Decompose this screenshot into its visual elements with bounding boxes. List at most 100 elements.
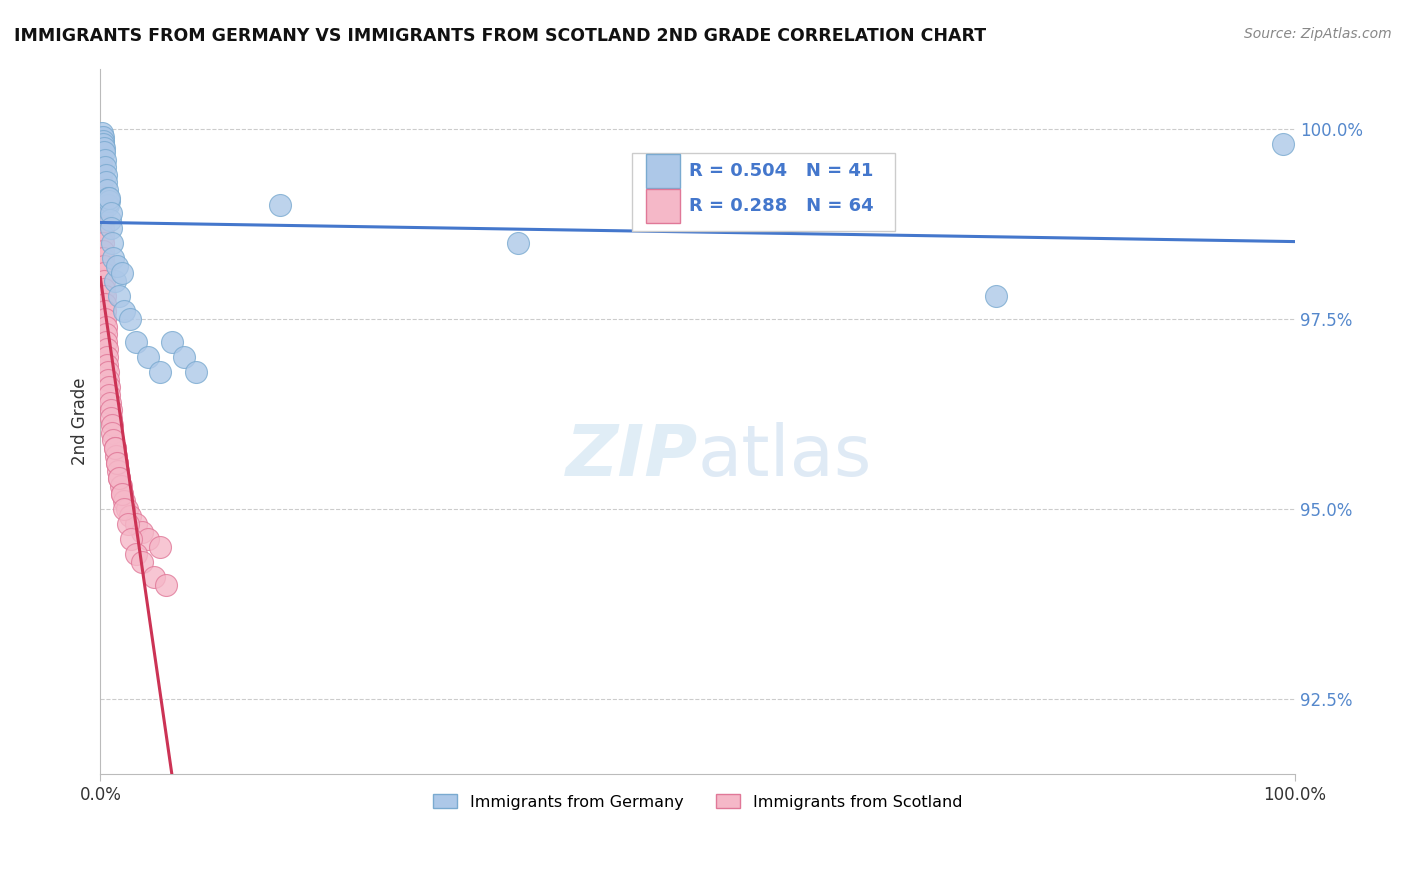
Point: [98, 388, 121, 402]
Point: [1272, 137, 1295, 152]
Point: [90, 175, 112, 189]
Point: [100, 221, 122, 235]
Point: [108, 289, 131, 303]
Point: [136, 350, 159, 364]
Text: atlas: atlas: [697, 422, 872, 491]
Point: [93, 267, 115, 281]
Point: [105, 456, 128, 470]
Point: [110, 479, 132, 493]
Point: [90, 137, 112, 152]
Point: [111, 267, 134, 281]
Point: [91, 129, 114, 144]
Point: [90, 145, 112, 159]
Point: [131, 524, 153, 539]
Point: [97, 198, 120, 212]
Point: [155, 577, 177, 591]
Point: [269, 198, 291, 212]
Point: [101, 425, 124, 440]
Point: [98, 395, 121, 409]
Point: [125, 334, 148, 349]
Point: [131, 555, 153, 569]
Point: [90, 134, 112, 148]
Point: [96, 183, 118, 197]
Point: [96, 358, 118, 372]
Legend: Immigrants from Germany, Immigrants from Scotland: Immigrants from Germany, Immigrants from…: [427, 788, 969, 816]
Point: [94, 327, 117, 342]
Point: [149, 540, 172, 554]
Point: [104, 441, 127, 455]
Point: [96, 190, 118, 204]
Point: [91, 137, 114, 152]
Point: [93, 274, 115, 288]
Point: [97, 373, 120, 387]
Point: [173, 350, 195, 364]
Point: [105, 259, 128, 273]
Point: [93, 259, 115, 273]
Point: [96, 175, 118, 189]
Point: [91, 137, 114, 152]
Point: [105, 456, 128, 470]
Point: [94, 304, 117, 318]
Point: [108, 471, 131, 485]
Point: [91, 206, 114, 220]
Point: [90, 198, 112, 212]
Point: [96, 365, 118, 379]
Point: [115, 501, 138, 516]
Point: [143, 570, 166, 584]
Point: [184, 365, 207, 379]
Point: [100, 403, 122, 417]
Point: [100, 206, 122, 220]
Point: [94, 160, 117, 174]
Point: [986, 289, 1008, 303]
Point: [93, 282, 115, 296]
Point: [103, 434, 125, 448]
Point: [120, 509, 142, 524]
Point: [104, 441, 127, 455]
Point: [108, 471, 131, 485]
Point: [98, 190, 121, 204]
Point: [112, 494, 135, 508]
Point: [160, 334, 183, 349]
Point: [117, 516, 139, 531]
Point: [90, 129, 112, 144]
Point: [91, 213, 114, 227]
Point: [107, 464, 129, 478]
Point: [93, 153, 115, 167]
Point: [100, 418, 122, 433]
Point: [91, 126, 114, 140]
Point: [90, 190, 112, 204]
Point: [120, 532, 142, 546]
Point: [91, 221, 114, 235]
Point: [103, 252, 125, 266]
FancyBboxPatch shape: [631, 153, 894, 231]
Point: [94, 319, 117, 334]
Y-axis label: 2nd Grade: 2nd Grade: [72, 377, 89, 466]
Point: [94, 297, 117, 311]
Point: [91, 228, 114, 243]
Text: R = 0.288   N = 64: R = 0.288 N = 64: [689, 197, 875, 215]
Point: [149, 365, 172, 379]
Point: [97, 194, 120, 209]
Point: [98, 213, 121, 227]
Point: [94, 168, 117, 182]
Point: [125, 516, 148, 531]
Point: [96, 343, 118, 357]
Text: R = 0.504   N = 41: R = 0.504 N = 41: [689, 161, 873, 180]
Text: ZIP: ZIP: [565, 422, 697, 491]
Point: [104, 274, 127, 288]
Point: [101, 236, 124, 251]
Point: [97, 380, 120, 394]
Point: [104, 449, 127, 463]
Point: [111, 486, 134, 500]
Point: [90, 160, 112, 174]
Bar: [647, 189, 679, 223]
Point: [90, 168, 112, 182]
Point: [96, 334, 118, 349]
Point: [112, 304, 135, 318]
Point: [111, 486, 134, 500]
Point: [100, 410, 122, 425]
Text: IMMIGRANTS FROM GERMANY VS IMMIGRANTS FROM SCOTLAND 2ND GRADE CORRELATION CHART: IMMIGRANTS FROM GERMANY VS IMMIGRANTS FR…: [14, 27, 986, 45]
Point: [136, 532, 159, 546]
Bar: [647, 154, 679, 188]
Point: [91, 236, 114, 251]
